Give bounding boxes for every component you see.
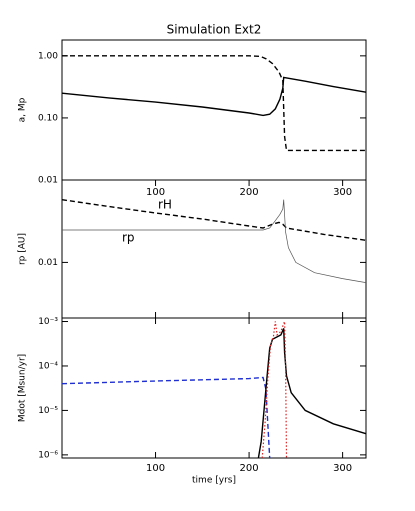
x-tick-label: 100	[146, 187, 165, 198]
line-series	[62, 55, 366, 152]
y-tick-label: 10⁻⁶	[38, 450, 58, 460]
x-tick-label: 200	[240, 187, 259, 198]
annotation: rH	[158, 198, 172, 212]
y-tick-label: 10⁻⁵	[38, 406, 58, 416]
x-axis-label: time [yrs]	[192, 476, 236, 486]
panel-frame	[61, 39, 367, 181]
y-tick-label: 0.10	[38, 113, 58, 123]
y-tick-label: 0.01	[38, 258, 58, 268]
y-tick-label: 1.00	[38, 51, 58, 61]
y-tick-label: 10⁻⁴	[38, 361, 58, 371]
x-tick-label: 300	[333, 187, 352, 198]
panel-frame	[61, 179, 367, 319]
y-tick-label: 10⁻³	[38, 317, 58, 327]
annotation: rp	[122, 231, 135, 245]
line-series	[61, 199, 367, 241]
line-series	[261, 321, 288, 459]
chart-title: Simulation Ext2	[167, 23, 262, 37]
x-tick-label: 100	[146, 463, 165, 474]
line-series	[61, 76, 367, 117]
y-axis-label: Mdot [Msun/yr]	[18, 354, 28, 422]
y-tick-label: 0.01	[38, 176, 58, 186]
line-series	[61, 376, 271, 459]
line-series	[257, 328, 367, 459]
x-tick-label: 300	[333, 463, 352, 474]
line-series	[62, 199, 367, 283]
y-axis-label: rp [AU]	[18, 233, 28, 265]
y-axis-label: a, Mp	[18, 97, 28, 122]
panel-frame	[61, 317, 367, 459]
x-tick-label: 200	[240, 463, 259, 474]
